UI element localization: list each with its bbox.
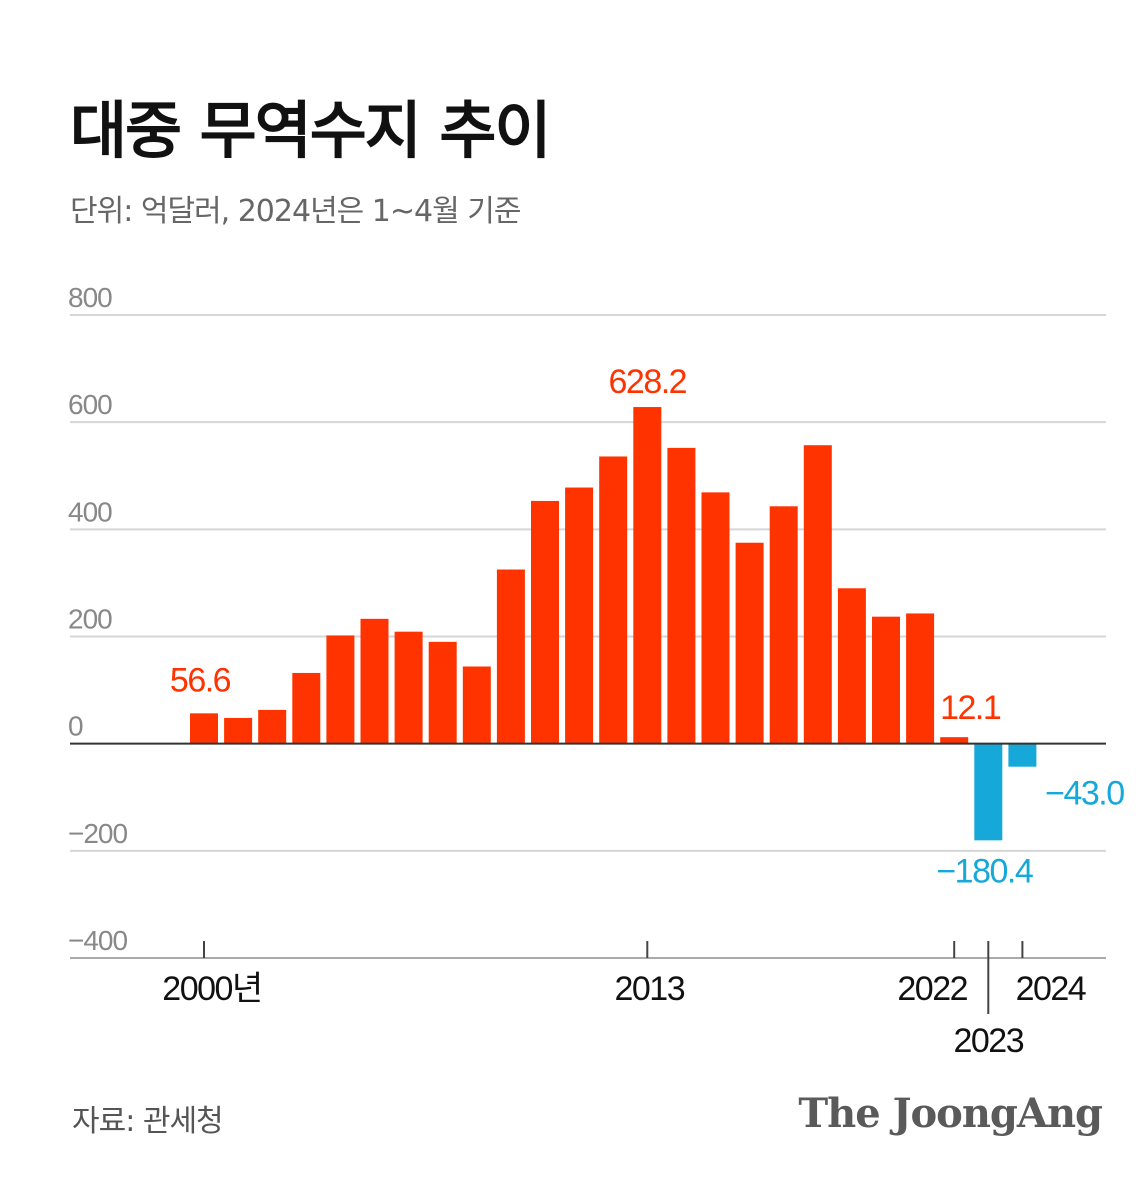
bar: [360, 618, 389, 744]
y-tick-label: 0: [68, 711, 83, 742]
bar: [496, 569, 525, 744]
chart-title: 대중 무역수지 추이: [70, 94, 551, 167]
source-note: 자료: 관세청: [72, 1104, 224, 1139]
y-tick-label: 800: [68, 282, 112, 313]
y-tick-label: 400: [68, 496, 112, 527]
bar: [667, 447, 696, 744]
value-label: 628.2: [609, 363, 687, 401]
bar: [190, 713, 218, 744]
bar: [701, 492, 730, 744]
value-label: 56.6: [170, 661, 231, 699]
joongang-logo: The JoongAng: [798, 1090, 1103, 1137]
value-label: −180.4: [936, 852, 1033, 890]
x-tick-label: 2013: [614, 970, 684, 1008]
x-tick-label: 2022: [897, 970, 967, 1008]
bar: [803, 445, 832, 744]
bar: [599, 456, 628, 744]
bar: [224, 717, 253, 744]
y-tick-label: −200: [68, 818, 127, 849]
bar: [1008, 743, 1037, 767]
bar: [906, 613, 935, 744]
x-tick-label: 2024: [1016, 970, 1086, 1008]
bar: [940, 737, 969, 744]
value-label: −43.0: [1045, 775, 1124, 813]
bar: [428, 641, 457, 744]
bar: [837, 588, 866, 744]
bar: [974, 743, 1003, 841]
x-tick-label: 2023: [953, 1022, 1023, 1060]
chart-subtitle: 단위: 억달러, 2024년은 1~4월 기준: [70, 194, 521, 229]
bar: [872, 616, 900, 744]
bar: [633, 407, 662, 744]
bar: [326, 635, 355, 744]
bar: [565, 487, 594, 744]
bar: [769, 506, 798, 744]
bar: [258, 709, 287, 744]
y-tick-label: −400: [68, 925, 127, 956]
bar: [735, 542, 764, 744]
bar: [394, 631, 423, 744]
y-tick-label: 200: [68, 604, 112, 635]
bar: [462, 666, 491, 744]
y-tick-label: 600: [68, 389, 112, 420]
bar: [292, 672, 321, 744]
value-label: 12.1: [940, 689, 1001, 727]
x-tick-label: 2000년: [162, 970, 261, 1008]
bar: [531, 500, 559, 744]
